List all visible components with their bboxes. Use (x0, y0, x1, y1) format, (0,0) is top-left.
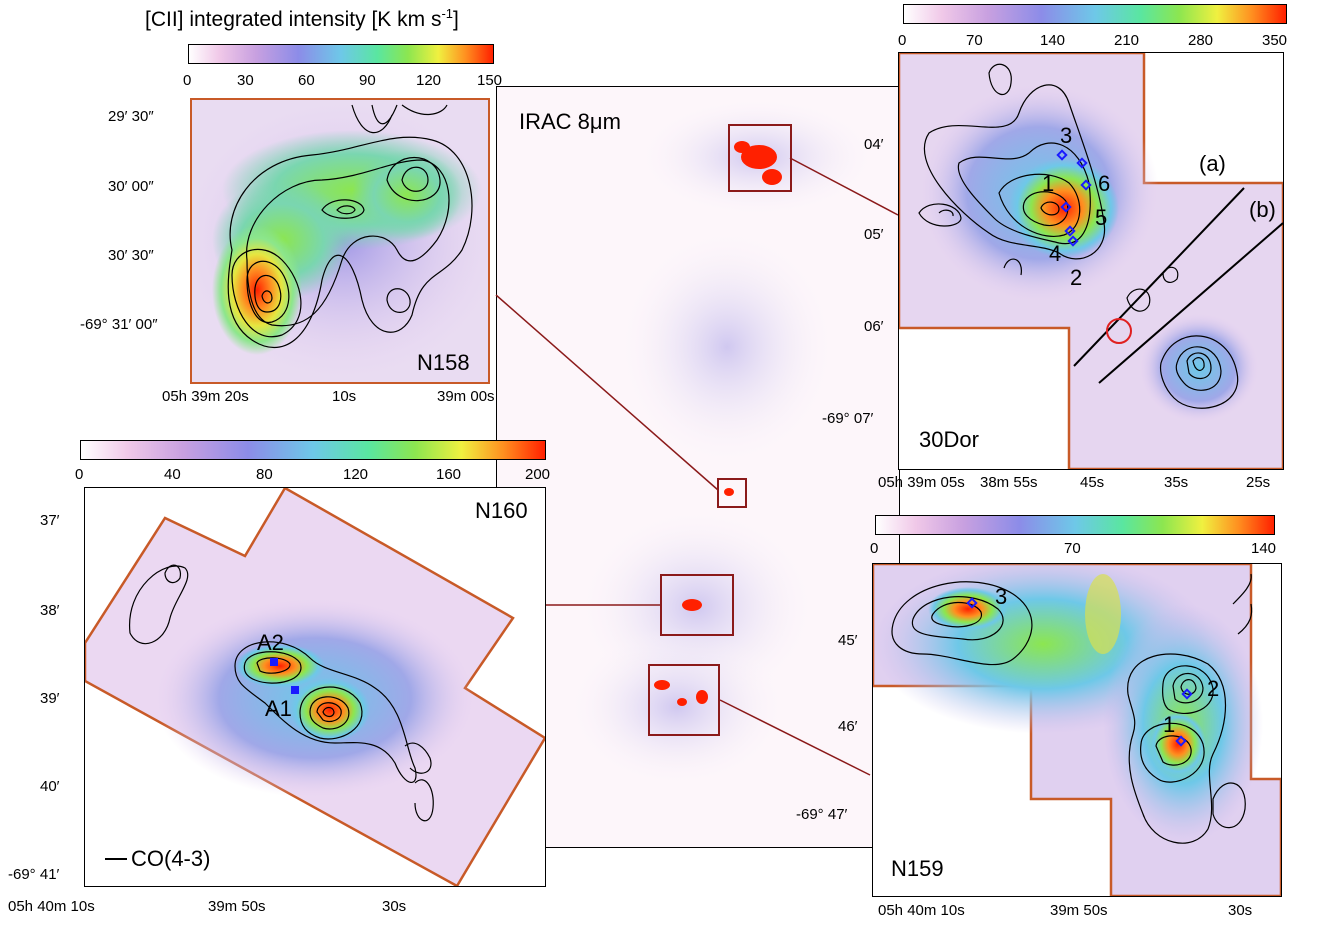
n160-marker-a2 (270, 658, 278, 666)
n158-ra-2: 39m 00s (437, 388, 495, 405)
dor30-ra-1: 38m 55s (980, 474, 1038, 491)
n160-panel: N160 A2 A1 CO(4-3) (84, 487, 546, 887)
n160-tick-0: 0 (75, 466, 84, 483)
n158-panel: N158 (190, 98, 490, 384)
n159-ra-0: 05h 40m 10s (878, 902, 965, 919)
dor30-dec-2: 06′ (864, 318, 884, 335)
dor30-map (899, 53, 1283, 469)
dor30-tick-1: 70 (966, 32, 983, 49)
dor30-colorbar (903, 4, 1287, 24)
irac-box-n159 (648, 664, 720, 736)
n160-dec-1: 38′ (40, 602, 60, 619)
dor30-src-4: 4 (1049, 241, 1062, 266)
dor30-red-circle (1106, 318, 1132, 344)
n159-colorbar (875, 515, 1275, 535)
n159-src-3: 3 (995, 584, 1008, 609)
n159-contours (891, 573, 1253, 844)
dor30-src-1: 1 (1042, 171, 1055, 196)
n158-tick-3: 90 (359, 72, 376, 89)
n158-ra-1: 10s (332, 388, 357, 405)
n159-tick-1: 70 (1064, 540, 1081, 557)
dor30-ra-4: 25s (1246, 474, 1271, 491)
n158-ra-0: 05h 39m 20s (162, 388, 249, 405)
dor30-src-6: 6 (1098, 171, 1111, 196)
n160-dec-3: 40′ (40, 778, 60, 795)
dor30-ra-2: 45s (1080, 474, 1105, 491)
n160-tick-3: 120 (343, 466, 369, 483)
dor30-dec-1: 05′ (864, 226, 884, 243)
n159-src-2: 2 (1207, 676, 1220, 701)
dor30-tick-5: 350 (1262, 32, 1288, 49)
n159-tick-2: 140 (1251, 540, 1277, 557)
n158-dec-3: -69° 31′ 00″ (80, 316, 158, 333)
n159-dec-1: 46′ (838, 718, 858, 735)
n160-ra-1: 39m 50s (208, 898, 266, 915)
n158-tick-1: 30 (237, 72, 254, 89)
n160-tick-2: 80 (256, 466, 273, 483)
n160-colorbar (80, 440, 546, 460)
dor30-dec-3: -69° 07′ (822, 410, 874, 427)
dor30-contours (918, 63, 1239, 409)
dor30-src-5: 5 (1095, 205, 1108, 230)
n160-legend: CO(4-3) (131, 846, 211, 871)
n160-tick-5: 200 (525, 466, 551, 483)
dor30-tick-0: 0 (898, 32, 907, 49)
dor30-src-3: 3 (1060, 123, 1073, 148)
n159-name: N159 (891, 856, 944, 881)
n158-contours (227, 104, 473, 349)
dor30-tick-3: 210 (1114, 32, 1140, 49)
dor30-region-b: (b) (1249, 197, 1276, 222)
n158-tick-0: 0 (183, 72, 192, 89)
colorbar-title-text: [CII] integrated intensity [K km s (145, 8, 442, 31)
dor30-tick-2: 140 (1040, 32, 1066, 49)
n159-panel: N159 3 2 1 (872, 563, 1282, 897)
n159-map (873, 564, 1281, 896)
n160-dec-2: 39′ (40, 690, 60, 707)
dor30-tick-4: 280 (1188, 32, 1214, 49)
n158-map (192, 100, 488, 382)
n159-dec-0: 45′ (838, 632, 858, 649)
n158-colorbar (188, 44, 494, 64)
n160-dec-0: 37′ (40, 512, 60, 529)
n159-ra-1: 39m 50s (1050, 902, 1108, 919)
n160-map (85, 488, 545, 886)
dor30-name: 30Dor (919, 427, 979, 452)
colorbar-title: [CII] integrated intensity [K km s-1] (145, 6, 459, 32)
dor30-src-2: 2 (1070, 265, 1083, 290)
irac-label: IRAC 8μm (519, 109, 621, 134)
dor30-region-a: (a) (1199, 151, 1226, 176)
irac-box-n158 (717, 478, 747, 508)
colorbar-title-end: ] (453, 8, 459, 31)
n160-dec-4: -69° 41′ (8, 866, 60, 883)
dor30-dec-0: 04′ (864, 136, 884, 153)
n160-tick-1: 40 (164, 466, 181, 483)
n160-marker-a1 (291, 686, 299, 694)
n160-ra-2: 30s (382, 898, 407, 915)
n159-src-1: 1 (1163, 712, 1176, 737)
n158-dec-0: 29′ 30″ (108, 108, 154, 125)
dor30-ra-0: 05h 39m 05s (878, 474, 965, 491)
n159-dec-2: -69° 47′ (796, 806, 848, 823)
n160-tick-4: 160 (436, 466, 462, 483)
n159-markers (966, 597, 1193, 747)
n160-name: N160 (475, 498, 528, 523)
dor30-panel: 30Dor (a) (b) 1 2 3 4 5 6 (898, 52, 1284, 470)
n159-tick-0: 0 (870, 540, 879, 557)
n160-src-a1: A1 (265, 696, 292, 721)
n158-dec-2: 30′ 30″ (108, 247, 154, 264)
colorbar-title-sup: -1 (441, 6, 454, 21)
n158-tick-4: 120 (416, 72, 442, 89)
n158-tick-5: 150 (477, 72, 503, 89)
irac-box-n160 (660, 574, 734, 636)
n158-tick-2: 60 (298, 72, 315, 89)
dor30-ra-3: 35s (1164, 474, 1189, 491)
n160-ra-0: 05h 40m 10s (8, 898, 95, 915)
n160-src-a2: A2 (257, 630, 284, 655)
n159-ra-2: 30s (1228, 902, 1253, 919)
n158-name: N158 (417, 350, 470, 375)
dor30-markers (1056, 149, 1092, 247)
n158-dec-1: 30′ 00″ (108, 178, 154, 195)
n160-contours (129, 564, 434, 822)
